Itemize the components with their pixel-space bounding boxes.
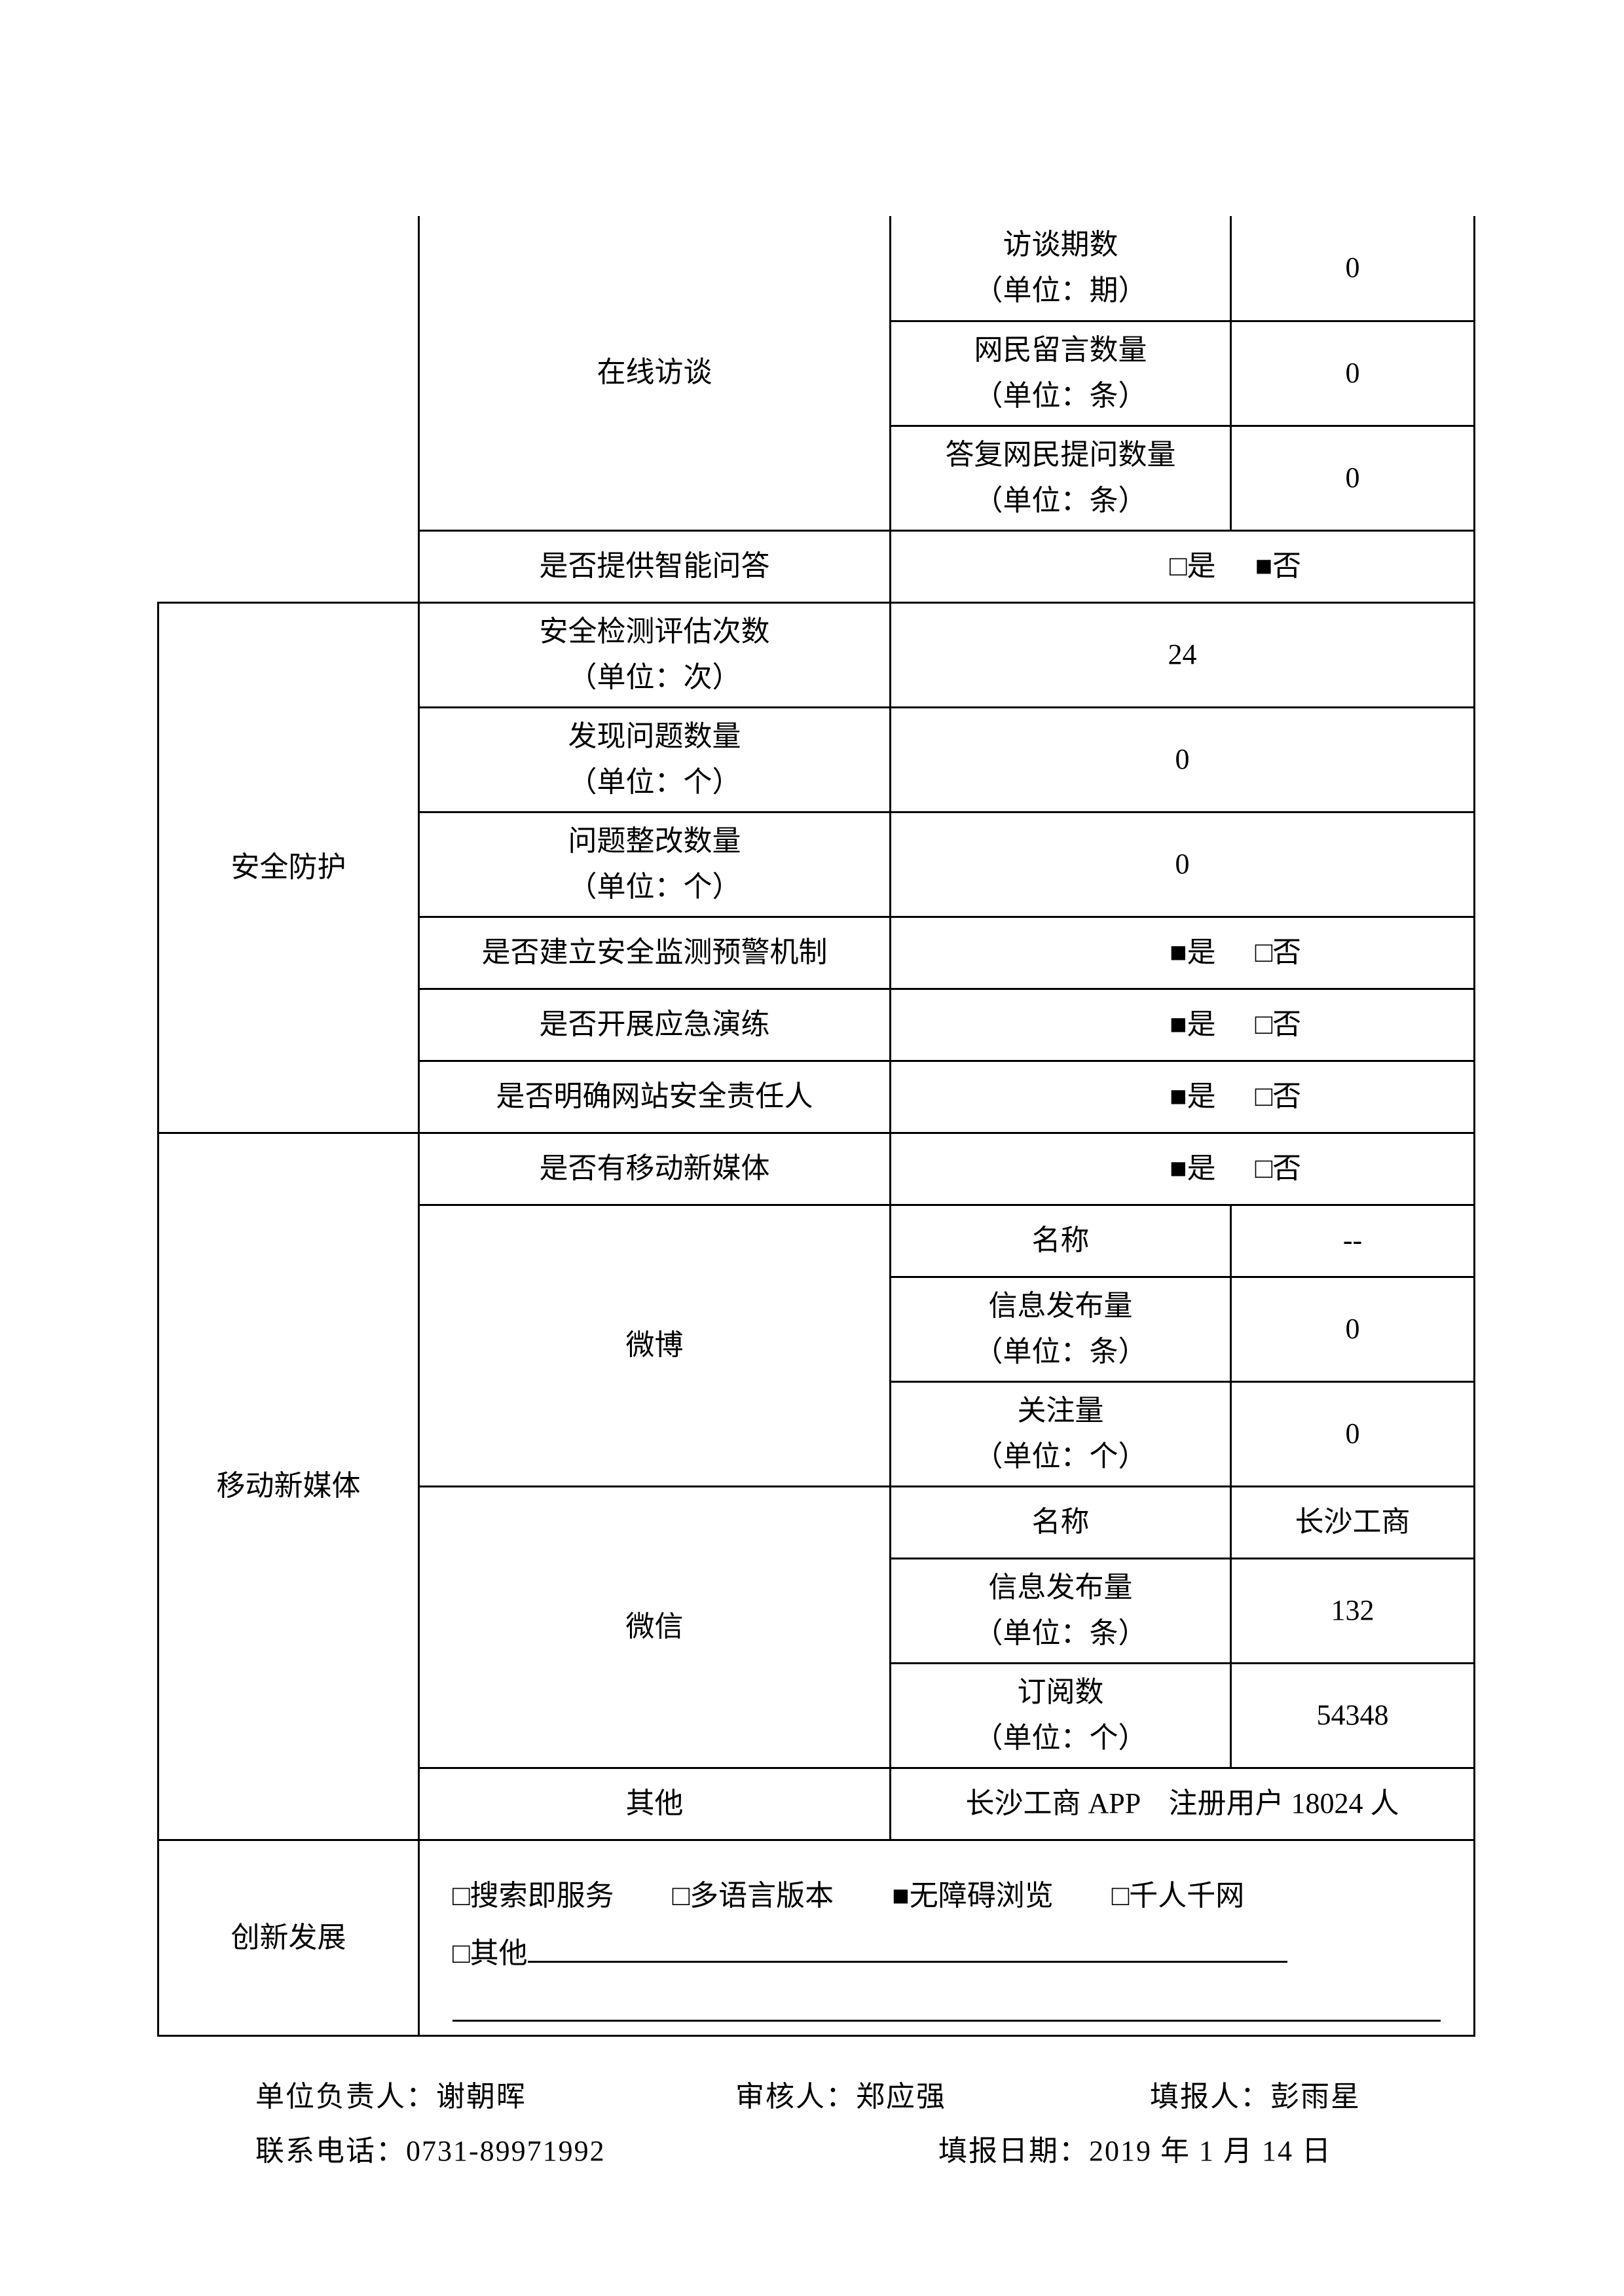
wechat-name-label: 名称 xyxy=(891,1486,1231,1558)
wechat-subs-value: 54348 xyxy=(1231,1663,1475,1768)
prev-section-cell xyxy=(158,216,419,602)
smart-qa-no: ■否 xyxy=(1229,545,1473,588)
weibo-label: 微博 xyxy=(419,1205,891,1486)
newmedia-other-label: 其他 xyxy=(419,1768,891,1840)
weibo-fans-label: 关注量 （单位：个） xyxy=(891,1381,1231,1486)
security-owner-label: 是否明确网站安全责任人 xyxy=(419,1061,891,1133)
innovation-blank-line-2 xyxy=(452,1982,1441,2022)
newmedia-other-value: 长沙工商 APP 注册用户 18024 人 xyxy=(891,1768,1475,1840)
footer: 单位负责人：谢朝晖 审核人：郑应强 填报人：彭雨星 联系电话：0731-8997… xyxy=(157,2037,1473,2179)
security-alert-value: ■是 □否 xyxy=(891,917,1475,989)
security-alert-label: 是否建立安全监测预警机制 xyxy=(419,917,891,989)
innovation-options: □搜索即服务 □多语言版本 ■无障碍浏览 □千人千网 □其他 xyxy=(419,1840,1475,2035)
label-line1: 信息发布量 xyxy=(989,1571,1133,1603)
yes: ■是 xyxy=(891,931,1229,974)
yes: ■是 xyxy=(891,1003,1229,1046)
wechat-posts-label: 信息发布量 （单位：条） xyxy=(891,1558,1231,1663)
weibo-posts-label: 信息发布量 （单位：条） xyxy=(891,1277,1231,1381)
newmedia-has-label: 是否有移动新媒体 xyxy=(419,1133,891,1205)
security-section: 安全防护 xyxy=(158,602,419,1133)
no: □否 xyxy=(1229,1147,1473,1190)
phone-label: 联系电话： xyxy=(255,2135,406,2167)
label-line1: 关注量 xyxy=(1018,1394,1104,1427)
interview-replies-value: 0 xyxy=(1231,426,1475,530)
label-line2: （单位：条） xyxy=(974,380,1147,412)
newmedia-has-value: ■是 □否 xyxy=(891,1133,1475,1205)
interview-periods-value: 0 xyxy=(1231,216,1475,321)
innovation-line2: □其他 xyxy=(452,1925,1441,1982)
innovation-line1: □搜索即服务 □多语言版本 ■无障碍浏览 □千人千网 xyxy=(452,1867,1441,1925)
innovation-section: 创新发展 xyxy=(158,1840,419,2035)
weibo-name-value: -- xyxy=(1231,1205,1475,1277)
security-issues-label: 发现问题数量 （单位：个） xyxy=(419,707,891,812)
smart-qa-yes: □是 xyxy=(891,545,1229,588)
wechat-posts-value: 132 xyxy=(1231,1558,1475,1663)
label-line1: 访谈期数 xyxy=(1003,228,1118,261)
smart-qa-label: 是否提供智能问答 xyxy=(419,530,891,602)
label-line1: 网民留言数量 xyxy=(974,334,1147,366)
label-line2: （单位：条） xyxy=(974,1617,1147,1649)
no: □否 xyxy=(1229,1075,1473,1118)
opt-a11y: ■无障碍浏览 xyxy=(892,1880,1054,1912)
label-line2: （单位：个） xyxy=(974,1440,1147,1472)
opt-search: □搜索即服务 xyxy=(452,1880,614,1912)
label-line2: （单位：个） xyxy=(568,766,741,798)
security-checks-value: 24 xyxy=(891,602,1475,707)
security-fixed-label: 问题整改数量 （单位：个） xyxy=(419,812,891,917)
newmedia-section: 移动新媒体 xyxy=(158,1133,419,1840)
reporter-label: 填报人： xyxy=(1150,2081,1270,2113)
leader-name: 谢朝晖 xyxy=(436,2081,526,2113)
wechat-label: 微信 xyxy=(419,1486,891,1768)
label-line2: （单位：个） xyxy=(568,871,741,903)
label-line2: （单位：期） xyxy=(974,274,1147,306)
interview-label: 在线访谈 xyxy=(419,216,891,530)
weibo-posts-value: 0 xyxy=(1231,1277,1475,1381)
interview-replies-label: 答复网民提问数量 （单位：条） xyxy=(891,426,1231,530)
opt-other: □其他 xyxy=(452,1937,528,1969)
interview-messages-value: 0 xyxy=(1231,321,1475,426)
label-line1: 安全检测评估次数 xyxy=(540,615,770,647)
reporter-name: 彭雨星 xyxy=(1270,2081,1361,2113)
page: 在线访谈 访谈期数 （单位：期） 0 网民留言数量 （单位：条） 0 答复网民提… xyxy=(0,0,1624,2296)
report-table: 在线访谈 访谈期数 （单位：期） 0 网民留言数量 （单位：条） 0 答复网民提… xyxy=(157,216,1475,2037)
label-line1: 答复网民提问数量 xyxy=(946,439,1176,471)
label-line1: 问题整改数量 xyxy=(568,825,741,857)
security-fixed-value: 0 xyxy=(891,812,1475,917)
interview-messages-label: 网民留言数量 （单位：条） xyxy=(891,321,1231,426)
smart-qa-value: □是 ■否 xyxy=(891,530,1475,602)
security-drill-label: 是否开展应急演练 xyxy=(419,989,891,1061)
leader-label: 单位负责人： xyxy=(255,2081,436,2113)
opt-multilang: □多语言版本 xyxy=(673,1880,834,1912)
date-label: 填报日期： xyxy=(938,2135,1089,2167)
label-line1: 订阅数 xyxy=(1018,1676,1104,1708)
label-line1: 信息发布量 xyxy=(989,1290,1133,1322)
wechat-name-value: 长沙工商 xyxy=(1231,1486,1475,1558)
footer-row-2: 联系电话：0731-89971992 填报日期：2019 年 1 月 14 日 xyxy=(255,2124,1473,2179)
label-line2: （单位：次） xyxy=(568,661,741,693)
footer-row-1: 单位负责人：谢朝晖 审核人：郑应强 填报人：彭雨星 xyxy=(255,2069,1473,2124)
security-owner-value: ■是 □否 xyxy=(891,1061,1475,1133)
no: □否 xyxy=(1229,931,1473,974)
label-line2: （单位：个） xyxy=(974,1722,1147,1754)
yes: ■是 xyxy=(891,1147,1229,1190)
reviewer-name: 郑应强 xyxy=(856,2081,946,2113)
phone-value: 0731-89971992 xyxy=(406,2135,606,2167)
opt-qianren: □千人千网 xyxy=(1112,1880,1245,1912)
no: □否 xyxy=(1229,1003,1473,1046)
label-line1: 发现问题数量 xyxy=(568,720,741,752)
label-line2: （单位：条） xyxy=(974,484,1147,517)
wechat-subs-label: 订阅数 （单位：个） xyxy=(891,1663,1231,1768)
date-value: 2019 年 1 月 14 日 xyxy=(1089,2135,1332,2167)
weibo-name-label: 名称 xyxy=(891,1205,1231,1277)
reviewer-label: 审核人： xyxy=(735,2081,856,2113)
yes: ■是 xyxy=(891,1075,1229,1118)
innovation-blank-line-1 xyxy=(528,1961,1287,1963)
security-checks-label: 安全检测评估次数 （单位：次） xyxy=(419,602,891,707)
interview-periods-label: 访谈期数 （单位：期） xyxy=(891,216,1231,321)
security-issues-value: 0 xyxy=(891,707,1475,812)
label-line2: （单位：条） xyxy=(974,1336,1147,1368)
weibo-fans-value: 0 xyxy=(1231,1381,1475,1486)
security-drill-value: ■是 □否 xyxy=(891,989,1475,1061)
